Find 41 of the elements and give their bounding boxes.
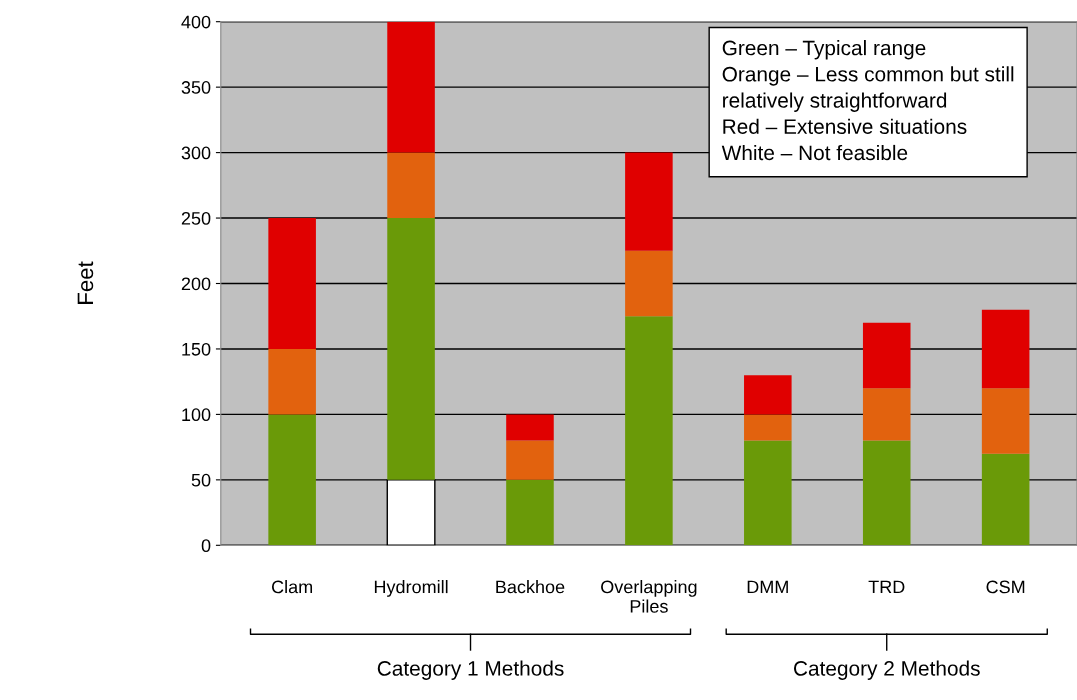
- bar: [744, 440, 792, 546]
- bar: [506, 479, 554, 546]
- text: Category 2 Methods: [793, 660, 980, 680]
- annotation: Green – Typical range Orange – Less common but still relatively straightforward Red – Extensive situations White – Not feasible: [721, 40, 1014, 161]
- bar: [625, 152, 673, 251]
- bar: [862, 388, 911, 441]
- bar: [387, 152, 435, 219]
- y-axis-title: Feet: [77, 261, 94, 304]
- bar: [862, 322, 911, 389]
- x-tick-label: DMM: [747, 580, 788, 594]
- x-tick-label: Overlapping Piles: [601, 580, 697, 613]
- x-tick-label: Hydromill: [374, 580, 448, 597]
- bar: [268, 414, 316, 546]
- y-tick-label: 300: [181, 146, 211, 160]
- y-tick-label: 400: [181, 15, 211, 29]
- bar: [506, 414, 554, 441]
- bar: [387, 21, 435, 153]
- x-tick-label: TRD: [868, 580, 905, 594]
- bar: [744, 414, 792, 441]
- x-tick-label: CSM: [986, 580, 1025, 594]
- bar: [625, 316, 673, 546]
- bar: [981, 388, 1030, 454]
- bar: [506, 440, 554, 480]
- bar: [387, 218, 435, 480]
- y-tick-label: 0: [201, 539, 211, 553]
- y-tick-label: 100: [182, 408, 211, 422]
- bar: [981, 309, 1030, 389]
- bar: [862, 440, 911, 546]
- bar: [981, 453, 1030, 546]
- x-tick-label: Clam: [271, 580, 313, 594]
- x-tick-label: Backhoe: [496, 580, 565, 594]
- bar: [744, 375, 792, 415]
- y-tick-label: 50: [191, 473, 211, 487]
- text: Category 1 Methods: [377, 660, 564, 680]
- y-tick-label: 350: [181, 81, 211, 94]
- bar: [268, 218, 316, 349]
- bar: [268, 348, 316, 415]
- y-tick-label: 250: [181, 211, 211, 225]
- y-tick-label: 200: [181, 277, 211, 291]
- bar: [625, 250, 673, 317]
- y-tick-label: 150: [182, 342, 211, 356]
